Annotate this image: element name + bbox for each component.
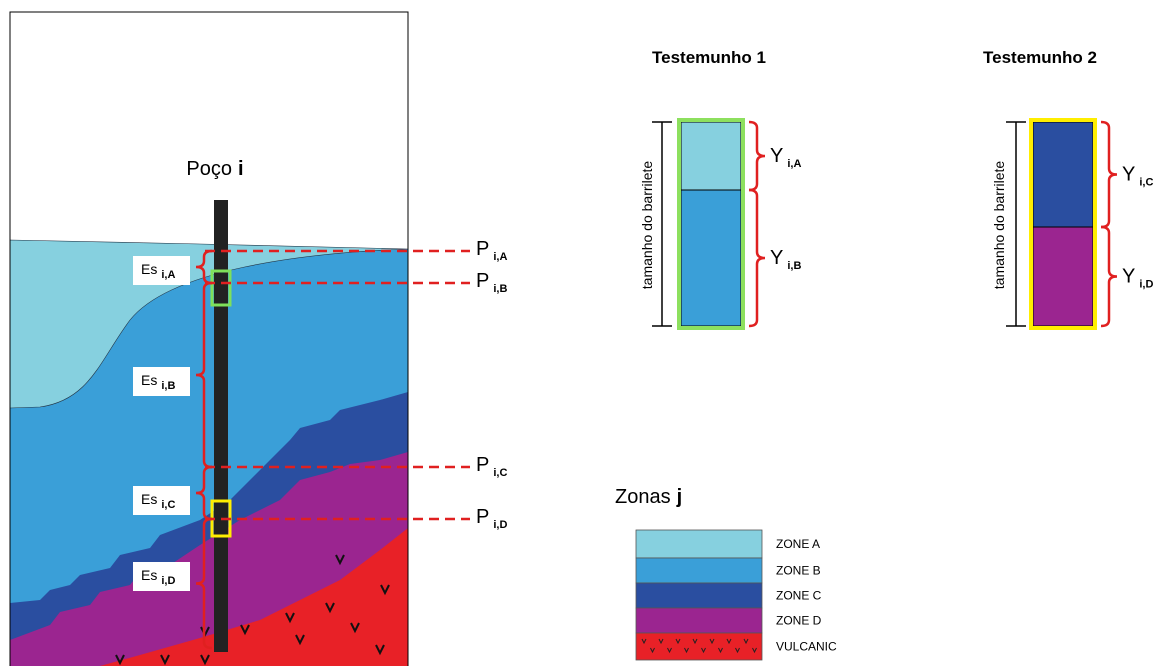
length-label: tamanho do barrilete — [639, 161, 655, 290]
core-segment — [1033, 227, 1093, 326]
depth-label-sub: i,B — [493, 283, 507, 295]
cross-section — [10, 12, 408, 666]
core-label-symbol: Y — [1122, 164, 1135, 186]
core-segment — [681, 122, 741, 190]
thickness-sub: i,D — [161, 575, 175, 587]
core-label-sub: i,C — [1139, 177, 1153, 189]
legend-label: ZONE B — [776, 564, 821, 578]
core-segment — [681, 190, 741, 326]
legend-swatch — [636, 633, 762, 660]
legend-label: VULCANIC — [776, 640, 837, 654]
core-brace — [749, 122, 765, 190]
core-segment — [1033, 122, 1093, 227]
core-label-symbol: Y — [770, 247, 783, 269]
legend-swatch — [636, 583, 762, 608]
legend-swatch — [636, 530, 762, 558]
thickness-symbol: Es — [141, 491, 157, 507]
legend-swatch — [636, 608, 762, 633]
depth-label-symbol: P — [476, 506, 489, 528]
legend-swatch — [636, 558, 762, 583]
thickness-symbol: Es — [141, 261, 157, 277]
depth-label-sub: i,D — [493, 519, 507, 531]
thickness-symbol: Es — [141, 567, 157, 583]
diagram: Poçoi Testemunho 1 Testemunho 2 tamanho … — [0, 0, 1172, 666]
core-brace — [749, 190, 765, 326]
core-label-sub: i,A — [787, 158, 801, 170]
core-label-symbol: Y — [770, 145, 783, 167]
depth-label-symbol: P — [476, 238, 489, 260]
thickness-sub: i,B — [161, 380, 175, 392]
core-brace — [1101, 227, 1117, 326]
legend-label: ZONE C — [776, 589, 822, 603]
depth-label-sub: i,C — [493, 467, 507, 479]
core-label-sub: i,D — [1139, 279, 1153, 291]
core-title: Testemunho 2 — [983, 48, 1097, 67]
depth-label: Pi,D — [476, 506, 507, 531]
thickness-symbol: Es — [141, 372, 157, 388]
thickness-sub: i,A — [161, 269, 175, 281]
legend-label: ZONE A — [776, 537, 820, 551]
depth-label-symbol: P — [476, 270, 489, 292]
legend-label: ZONE D — [776, 614, 822, 628]
depth-label-sub: i,A — [493, 251, 507, 263]
well — [214, 200, 228, 652]
core-label-sub: i,B — [787, 260, 801, 272]
depth-label-symbol: P — [476, 454, 489, 476]
core-title: Testemunho 1 — [652, 48, 766, 67]
core-brace — [1101, 122, 1117, 227]
thickness-sub: i,C — [161, 499, 175, 511]
core-label-symbol: Y — [1122, 266, 1135, 288]
length-label: tamanho do barrilete — [991, 161, 1007, 290]
